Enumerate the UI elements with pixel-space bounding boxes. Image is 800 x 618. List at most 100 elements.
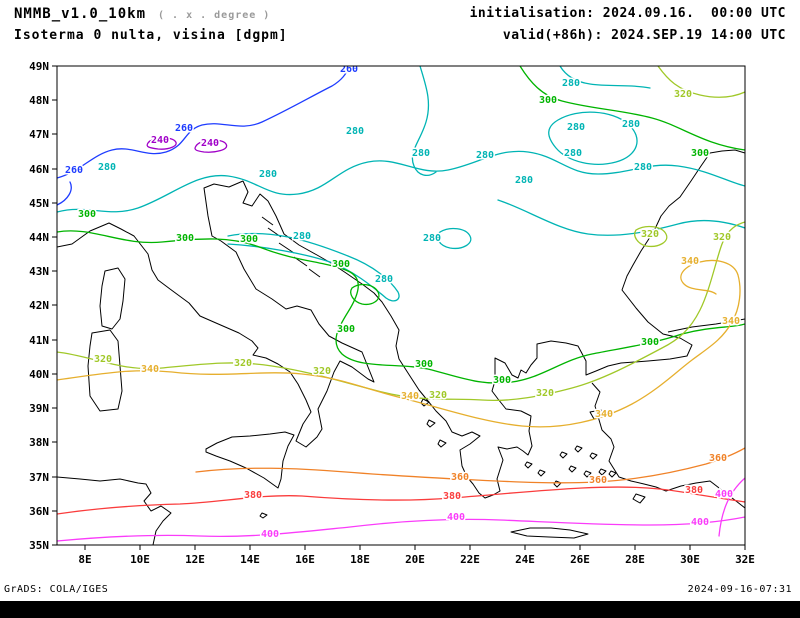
contour-label: 280 (476, 150, 494, 161)
coastline (242, 149, 745, 499)
contour-label: 280 (515, 175, 533, 186)
lat-label: 46N (29, 163, 49, 176)
coastline (57, 476, 172, 545)
grads-credit: GrADS: COLA/IGES (4, 584, 109, 595)
contour-label: 320 (313, 366, 331, 377)
contour-line-400 (718, 477, 745, 537)
contour-label: 380 (443, 491, 461, 502)
contour-line-240 (146, 137, 177, 150)
contour-label: 280 (634, 162, 652, 173)
contour-label: 380 (244, 490, 262, 501)
lat-label: 48N (29, 94, 49, 107)
contour-label: 300 (641, 337, 659, 348)
contour-line-340 (57, 259, 741, 428)
contour-label: 240 (151, 135, 169, 146)
contour-label: 320 (94, 354, 112, 365)
contour-line-300 (350, 283, 380, 306)
contour-label: 320 (429, 390, 447, 401)
contour-label: 340 (141, 364, 159, 375)
lat-label: 47N (29, 128, 49, 141)
degree-note: ( . x . degree ) (158, 10, 271, 21)
contour-label: 260 (65, 165, 83, 176)
lon-label: 14E (240, 553, 260, 566)
contour-label: 300 (337, 324, 355, 335)
lat-label: 42N (29, 299, 49, 312)
contour-line-260 (57, 181, 72, 206)
contour-label: 280 (622, 119, 640, 130)
contour-label: 360 (451, 472, 469, 483)
contour-label: 400 (715, 489, 733, 500)
contour-label: 300 (493, 375, 511, 386)
contour-label: 300 (240, 234, 258, 245)
contour-label: 280 (259, 169, 277, 180)
model-title: NMMB_v1.0_10km (14, 6, 147, 22)
lat-label: 43N (29, 265, 49, 278)
lon-label: 8E (78, 553, 91, 566)
lat-label: 44N (29, 231, 49, 244)
contour-label: 260 (340, 64, 358, 75)
contour-label: 300 (415, 359, 433, 370)
contour-line-300 (519, 66, 745, 151)
contour-label: 300 (78, 209, 96, 220)
lon-label: 16E (295, 553, 315, 566)
contour-label: 340 (595, 409, 613, 420)
contour-line-300 (57, 230, 745, 384)
map-layers: 240 240 260 260 260 280 280 280 280 280 280 280 280 2… (57, 64, 745, 545)
contour-label: 380 (685, 485, 703, 496)
contour-line-280 (411, 66, 437, 177)
lon-label: 18E (350, 553, 370, 566)
contour-label: 280 (564, 148, 582, 159)
contour-label: 320 (234, 358, 252, 369)
coastline (591, 382, 745, 509)
coastline (524, 445, 617, 488)
contour-line-280 (227, 232, 400, 302)
coastline (510, 527, 589, 539)
lat-label: 49N (29, 60, 49, 73)
contour-line-280 (548, 111, 638, 165)
contour-line-280 (436, 227, 472, 250)
contour-label: 340 (401, 391, 419, 402)
coastline (87, 329, 123, 412)
contour-label: 300 (539, 95, 557, 106)
lat-label: 36N (29, 505, 49, 518)
bottom-black-bar (0, 601, 800, 618)
contour-line-280 (57, 150, 745, 213)
contour-label: 340 (681, 256, 699, 267)
contour-label: 280 (423, 233, 441, 244)
plot-timestamp: 2024-09-16-07:31 (687, 584, 792, 595)
contour-label: 300 (691, 148, 709, 159)
contour-label: 280 (567, 122, 585, 133)
contour-line-360 (195, 447, 745, 484)
contour-label: 280 (98, 162, 116, 173)
contour-line-320 (657, 66, 745, 98)
contour-label: 360 (589, 475, 607, 486)
contour-label: 280 (293, 231, 311, 242)
contour-label: 400 (261, 529, 279, 540)
contour-line-400 (57, 516, 745, 542)
contour-label: 300 (332, 259, 350, 270)
lat-label: 40N (29, 368, 49, 381)
lat-label: 39N (29, 402, 49, 415)
lat-label: 37N (29, 471, 49, 484)
lon-label: 24E (515, 553, 535, 566)
contour-label: 320 (674, 89, 692, 100)
lon-label: 26E (570, 553, 590, 566)
contour-label: 280 (412, 148, 430, 159)
coastline (261, 216, 321, 278)
lon-label: 32E (735, 553, 755, 566)
contour-label: 240 (201, 138, 219, 149)
lat-label: 38N (29, 436, 49, 449)
field-title: Isoterma 0 nulta, visina [dgpm] (14, 28, 288, 43)
lon-label: 20E (405, 553, 425, 566)
lat-label: 45N (29, 197, 49, 210)
initialisation-time: initialisation: 2024.09.16. 00:00 UTC (469, 6, 786, 21)
coastline (420, 398, 447, 448)
coastline (57, 180, 375, 448)
lon-label: 30E (680, 553, 700, 566)
contour-label: 260 (175, 123, 193, 134)
lon-label: 28E (625, 553, 645, 566)
contour-label: 340 (722, 316, 740, 327)
coastline (205, 431, 295, 489)
contour-line-320 (634, 225, 668, 248)
contour-label: 320 (536, 388, 554, 399)
